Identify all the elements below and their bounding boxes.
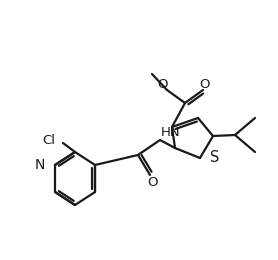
Text: HN: HN (161, 127, 181, 140)
Text: Cl: Cl (42, 133, 55, 146)
Text: O: O (200, 77, 210, 90)
Text: O: O (147, 176, 157, 188)
Text: O: O (158, 77, 168, 90)
Text: S: S (210, 151, 219, 166)
Text: N: N (35, 158, 45, 172)
